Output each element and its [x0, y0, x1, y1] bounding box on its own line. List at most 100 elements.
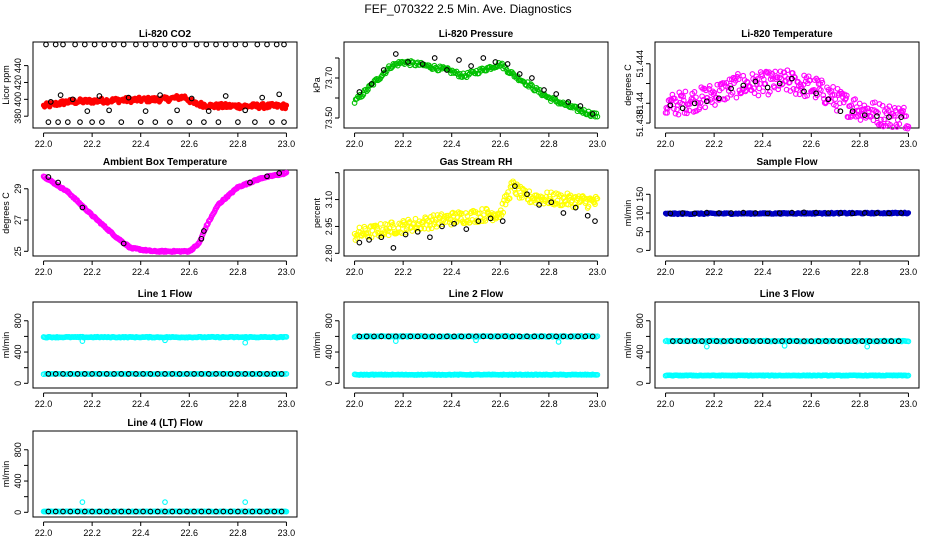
x-tick-label: 22.6	[803, 139, 821, 149]
data-point	[52, 508, 59, 515]
data-point	[702, 104, 709, 111]
data-point	[891, 112, 897, 119]
y-axis-label: ml/min	[1, 461, 11, 488]
data-point	[147, 371, 154, 377]
y-tick-label: 25	[13, 246, 23, 256]
data-point	[779, 338, 785, 344]
data-point	[697, 99, 704, 106]
data-point	[125, 508, 132, 515]
series-avg	[45, 508, 285, 515]
data-point	[781, 342, 788, 349]
data-point	[691, 89, 698, 95]
y-tick-label: 400	[13, 92, 23, 107]
data-point	[671, 95, 678, 102]
data-point	[198, 508, 205, 515]
data-point	[585, 108, 592, 115]
data-point	[544, 189, 550, 196]
data-point	[553, 91, 560, 97]
data-point	[825, 210, 832, 216]
data-point	[776, 210, 783, 216]
x-tick-label: 22.0	[657, 399, 675, 409]
data-point	[792, 74, 798, 81]
x-tick-label: 22.8	[540, 399, 558, 409]
series-hi	[351, 333, 601, 340]
data-point	[528, 81, 534, 87]
data-point	[69, 96, 76, 103]
data-point	[436, 333, 443, 340]
data-point	[162, 371, 168, 377]
data-point	[487, 333, 494, 340]
data-point	[356, 239, 363, 246]
x-tick-label: 22.4	[132, 528, 150, 538]
chart-title: Line 4 (LT) Flow	[127, 418, 203, 429]
data-point	[428, 225, 435, 232]
data-point	[594, 113, 601, 120]
data-point	[96, 93, 103, 99]
data-point	[830, 84, 836, 90]
data-point	[242, 371, 249, 377]
data-point	[849, 108, 856, 115]
data-point	[900, 108, 906, 114]
panels: Li-820 CO2 22.0 22.2 22.4 22.6 22.8 23.0 380 400…	[1, 29, 920, 538]
data-point	[679, 210, 686, 216]
data-point	[536, 202, 542, 208]
data-point	[458, 333, 465, 340]
data-point	[682, 88, 689, 95]
data-point	[57, 92, 64, 98]
data-point	[133, 508, 139, 515]
data-point	[905, 123, 912, 130]
chart-temp: Li-820 Temperature 22.0 22.2 22.4 22.6 22.8 23…	[623, 29, 920, 149]
data-point	[752, 210, 759, 216]
data-point	[45, 508, 52, 515]
data-point	[84, 108, 91, 114]
data-point	[392, 338, 399, 344]
series-avg	[669, 338, 902, 344]
y-tick-label: 51.438	[635, 109, 645, 137]
page-title: FEF_070322 2.5 Min. Ave. Diagnostics	[364, 2, 571, 16]
data-point	[573, 204, 580, 210]
data-point	[227, 371, 234, 377]
y-tick-label: 800	[13, 442, 23, 457]
data-point	[728, 338, 734, 344]
plot-frame	[32, 301, 298, 389]
data-point	[81, 371, 88, 377]
data-point	[198, 371, 205, 377]
data-point	[711, 89, 718, 96]
data-point	[463, 226, 470, 232]
data-point	[157, 92, 163, 98]
series-lo	[351, 371, 601, 378]
data-point	[52, 371, 59, 377]
x-tick-label: 22.8	[540, 267, 558, 277]
data-point	[45, 174, 52, 180]
data-point	[674, 106, 680, 113]
data-point	[669, 91, 676, 98]
x-tick-label: 22.2	[83, 267, 101, 277]
x-tick-label: 23.0	[589, 139, 607, 149]
data-point	[849, 210, 856, 217]
x-tick-label: 22.8	[229, 139, 247, 149]
data-point	[555, 339, 562, 345]
data-point	[801, 338, 807, 344]
data-point	[801, 88, 807, 95]
data-point	[801, 209, 807, 216]
y-tick-label: 0	[13, 381, 23, 386]
data-point	[740, 209, 747, 216]
data-point	[366, 233, 373, 240]
y-tick-label: 50	[635, 227, 645, 237]
data-point	[784, 67, 791, 74]
y-tick-label: 73.70	[324, 67, 334, 90]
x-tick-label: 22.2	[83, 399, 101, 409]
data-point	[480, 212, 487, 218]
y-tick-label: 150	[635, 187, 645, 202]
data-point	[89, 119, 95, 125]
data-point	[592, 218, 598, 224]
data-point	[472, 70, 479, 77]
data-point	[356, 89, 363, 95]
x-tick-label: 22.2	[83, 139, 101, 149]
data-point	[419, 61, 426, 67]
data-point	[220, 508, 227, 515]
data-point	[81, 508, 88, 515]
data-point	[571, 201, 578, 207]
data-point	[67, 508, 74, 515]
data-point	[198, 235, 205, 242]
